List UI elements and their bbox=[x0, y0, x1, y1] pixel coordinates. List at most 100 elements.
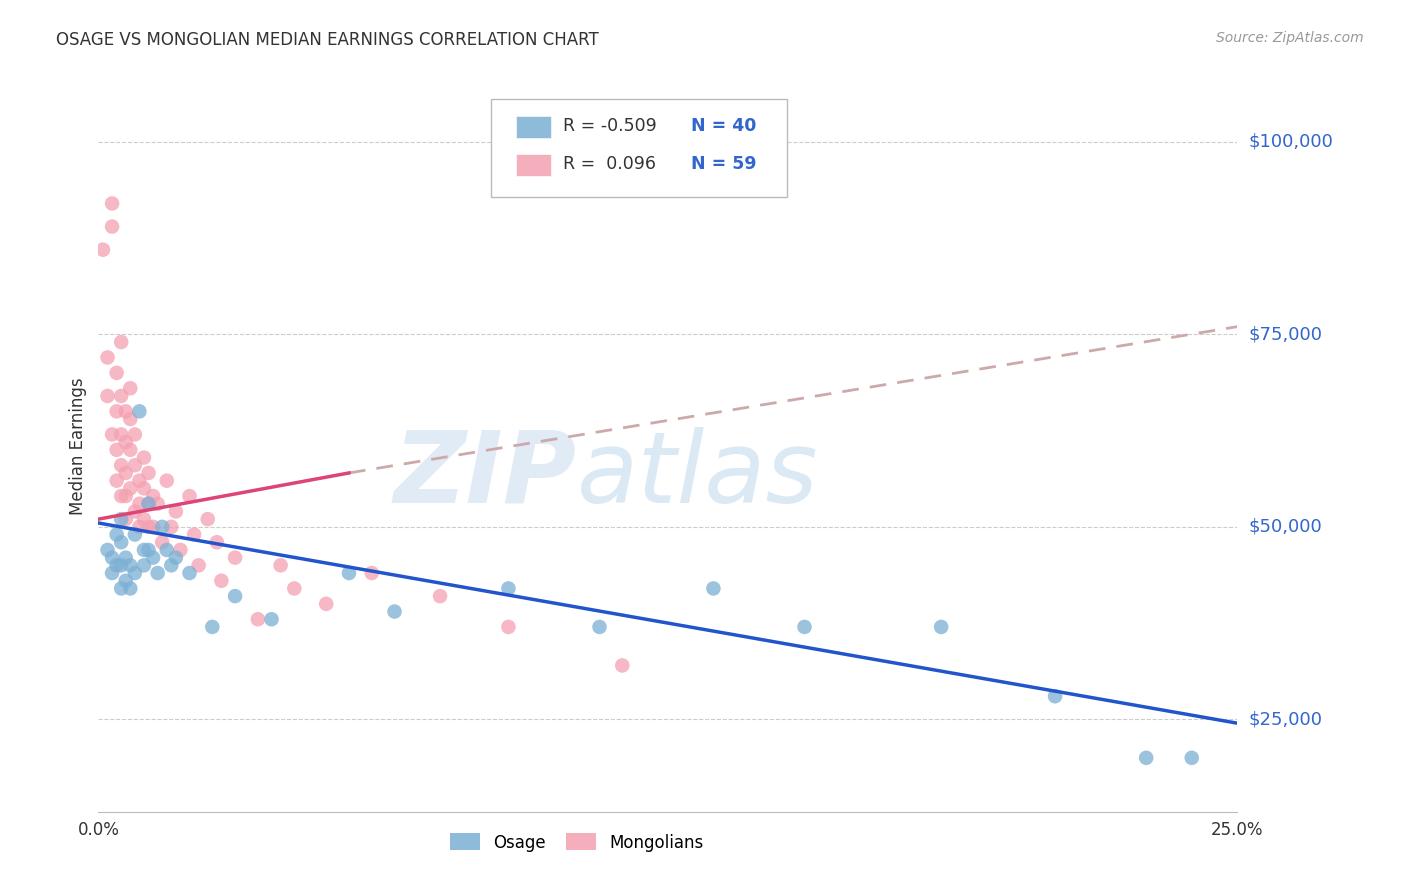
Point bbox=[96, 389, 118, 403]
Point bbox=[128, 474, 150, 488]
Point bbox=[105, 404, 128, 418]
Point bbox=[120, 442, 142, 457]
Point bbox=[224, 589, 246, 603]
Point bbox=[128, 497, 150, 511]
Point bbox=[612, 658, 634, 673]
Point bbox=[142, 520, 165, 534]
Point bbox=[120, 412, 142, 426]
Point bbox=[114, 435, 136, 450]
Point bbox=[120, 481, 142, 495]
Point bbox=[132, 512, 155, 526]
Point bbox=[183, 527, 205, 541]
Point bbox=[138, 497, 160, 511]
Text: atlas: atlas bbox=[576, 426, 818, 524]
Point bbox=[1043, 690, 1066, 704]
Point bbox=[138, 466, 160, 480]
Point bbox=[124, 566, 146, 580]
Point bbox=[105, 527, 128, 541]
Point bbox=[270, 558, 292, 573]
Point bbox=[197, 512, 219, 526]
Point bbox=[498, 582, 520, 596]
Point bbox=[132, 481, 155, 495]
Point bbox=[1181, 751, 1204, 765]
Point bbox=[179, 566, 201, 580]
Point bbox=[138, 520, 160, 534]
Point bbox=[120, 558, 142, 573]
Point bbox=[124, 504, 146, 518]
Legend: Osage, Mongolians: Osage, Mongolians bbox=[443, 827, 710, 858]
Point bbox=[179, 489, 201, 503]
Point bbox=[132, 450, 155, 465]
Point bbox=[160, 520, 183, 534]
Point bbox=[105, 474, 128, 488]
Text: Source: ZipAtlas.com: Source: ZipAtlas.com bbox=[1216, 31, 1364, 45]
Point bbox=[124, 458, 146, 473]
Point bbox=[101, 196, 124, 211]
Point bbox=[260, 612, 283, 626]
Point bbox=[246, 612, 269, 626]
Point bbox=[201, 620, 224, 634]
Point bbox=[165, 550, 187, 565]
Point bbox=[105, 442, 128, 457]
Point bbox=[138, 543, 160, 558]
Point bbox=[120, 381, 142, 395]
Text: N = 59: N = 59 bbox=[690, 155, 756, 173]
Point bbox=[169, 543, 191, 558]
Point bbox=[146, 497, 169, 511]
Point bbox=[429, 589, 451, 603]
Point bbox=[588, 620, 610, 634]
FancyBboxPatch shape bbox=[516, 154, 551, 176]
Point bbox=[124, 427, 146, 442]
Point bbox=[132, 543, 155, 558]
Text: N = 40: N = 40 bbox=[690, 118, 756, 136]
Point bbox=[110, 334, 132, 349]
Point bbox=[384, 605, 406, 619]
Point bbox=[315, 597, 337, 611]
Point bbox=[114, 550, 136, 565]
Point bbox=[150, 520, 173, 534]
Point bbox=[101, 550, 124, 565]
Point bbox=[120, 582, 142, 596]
Point bbox=[498, 620, 520, 634]
Point bbox=[105, 366, 128, 380]
Point bbox=[150, 535, 173, 549]
Point bbox=[110, 489, 132, 503]
Point bbox=[110, 458, 132, 473]
Point bbox=[156, 543, 179, 558]
Point bbox=[128, 520, 150, 534]
FancyBboxPatch shape bbox=[516, 116, 551, 138]
Point bbox=[110, 535, 132, 549]
Text: $50,000: $50,000 bbox=[1249, 518, 1322, 536]
Point bbox=[160, 558, 183, 573]
Point bbox=[146, 566, 169, 580]
Point bbox=[209, 574, 232, 588]
Text: OSAGE VS MONGOLIAN MEDIAN EARNINGS CORRELATION CHART: OSAGE VS MONGOLIAN MEDIAN EARNINGS CORRE… bbox=[56, 31, 599, 49]
Point bbox=[702, 582, 724, 596]
Point bbox=[110, 427, 132, 442]
Point bbox=[114, 489, 136, 503]
Text: R =  0.096: R = 0.096 bbox=[562, 155, 657, 173]
Point bbox=[96, 543, 118, 558]
Point bbox=[138, 497, 160, 511]
Point bbox=[205, 535, 228, 549]
Point bbox=[114, 574, 136, 588]
FancyBboxPatch shape bbox=[491, 99, 787, 197]
Point bbox=[128, 404, 150, 418]
Point bbox=[110, 512, 132, 526]
Point bbox=[96, 351, 118, 365]
Text: $100,000: $100,000 bbox=[1249, 133, 1333, 151]
Point bbox=[337, 566, 360, 580]
Point bbox=[142, 489, 165, 503]
Point bbox=[110, 389, 132, 403]
Point bbox=[156, 474, 179, 488]
Y-axis label: Median Earnings: Median Earnings bbox=[69, 377, 87, 515]
Point bbox=[114, 466, 136, 480]
Point bbox=[283, 582, 305, 596]
Point bbox=[224, 550, 246, 565]
Point bbox=[114, 512, 136, 526]
Point bbox=[114, 404, 136, 418]
Point bbox=[929, 620, 952, 634]
Point bbox=[101, 427, 124, 442]
Point bbox=[360, 566, 382, 580]
Point bbox=[91, 243, 114, 257]
